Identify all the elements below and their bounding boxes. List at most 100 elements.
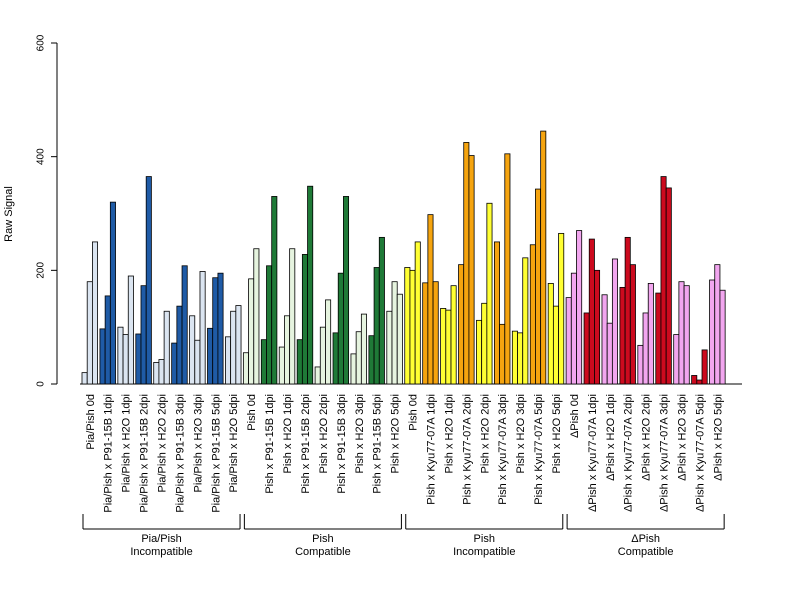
bar (207, 327, 214, 385)
bar (314, 366, 321, 385)
x-tick-label: Pish x H2O 1dpi (282, 394, 294, 473)
bar (404, 267, 411, 385)
x-tick-label: Pish x Kyu77-07A 3dpi (497, 394, 509, 505)
bar (683, 285, 690, 385)
group-label-line1: Pish (474, 533, 495, 545)
bar (655, 292, 662, 385)
group-label-line2: Compatible (618, 546, 674, 558)
bar (176, 305, 183, 385)
bar (181, 265, 188, 385)
x-tick-label: ΔPish x Kyu77-07A 5dpi (694, 394, 706, 512)
bar (350, 353, 357, 385)
bar (529, 244, 536, 385)
bar (117, 326, 124, 385)
bar (325, 299, 332, 385)
group-label-line1: ΔPish (631, 533, 660, 545)
x-tick-label: ΔPish 0d (569, 394, 581, 438)
bar (373, 267, 380, 385)
group-label-line2: Incompatible (453, 546, 515, 558)
x-tick-label: Pish 0d (408, 394, 420, 431)
x-tick-label: Pish 0d (246, 394, 258, 431)
bar (278, 346, 285, 385)
x-tick-label: Pish x P91-15B 5dpi (372, 394, 384, 494)
bar (468, 155, 475, 385)
bar (289, 248, 296, 385)
bar (583, 312, 590, 385)
bar (122, 334, 129, 385)
bar (355, 331, 362, 385)
bar (522, 257, 529, 385)
bar (422, 282, 429, 385)
x-tick-label: ΔPish x H2O 5dpi (712, 394, 724, 481)
bar (576, 230, 583, 385)
x-tick-label: ΔPish x H2O 2dpi (641, 394, 653, 481)
bar (409, 269, 416, 385)
bar (714, 264, 721, 385)
bar (368, 335, 375, 385)
bar (378, 236, 385, 385)
bar (104, 295, 111, 385)
x-tick-label: ΔPish x H2O 3dpi (676, 394, 688, 481)
x-tick-label: ΔPish x H2O 1dpi (605, 394, 617, 481)
bar (493, 241, 500, 385)
bar (440, 308, 447, 385)
bar (696, 379, 703, 385)
bar (235, 305, 242, 385)
bar (301, 254, 308, 385)
bar (81, 372, 88, 385)
bar (511, 330, 518, 385)
bar (284, 315, 291, 385)
bar (140, 285, 147, 385)
x-tick-label: Pish x Kyu77-07A 2dpi (461, 394, 473, 505)
bar (458, 264, 465, 385)
y-tick-label: 400 (36, 148, 47, 165)
bar (565, 297, 572, 385)
bar (499, 323, 506, 385)
bar (99, 328, 106, 385)
bar (594, 269, 601, 385)
bar (163, 310, 170, 385)
bar (153, 362, 160, 385)
x-tick-label: Pish x H2O 2dpi (318, 394, 330, 473)
bar (504, 153, 511, 385)
bar (647, 283, 654, 385)
bar (673, 334, 680, 385)
y-tick-label: 600 (36, 34, 47, 51)
bar (629, 264, 636, 385)
bar (391, 281, 398, 385)
bar (194, 339, 201, 385)
bar (450, 285, 457, 385)
bar (396, 293, 403, 385)
bar (242, 352, 249, 385)
bar (476, 319, 483, 385)
bar (432, 281, 439, 385)
bar (230, 310, 237, 385)
group-label-line1: Pia/Pish (141, 533, 181, 545)
bar (601, 294, 608, 385)
bar (109, 201, 116, 385)
x-tick-label: Pish x P91-15B 1dpi (264, 394, 276, 494)
bar (343, 196, 350, 385)
bar (588, 238, 595, 385)
bar (552, 305, 559, 385)
bar (271, 196, 278, 385)
bars (81, 130, 726, 385)
x-tick-label: Pish x Kyu77-07A 1dpi (425, 394, 437, 505)
x-tick-label: ΔPish x Kyu77-07A 1dpi (587, 394, 599, 512)
bar (92, 241, 99, 385)
bar (427, 214, 434, 385)
bar (517, 332, 524, 385)
bar (414, 241, 421, 385)
bar (481, 302, 488, 385)
bar (171, 342, 178, 385)
bar (360, 313, 367, 385)
y-tick-label: 200 (36, 262, 47, 279)
x-tick-label: Pish x P91-15B 3dpi (336, 394, 348, 494)
bar (266, 265, 273, 385)
x-tick-label: ΔPish x Kyu77-07A 3dpi (659, 394, 671, 512)
bar (611, 258, 618, 385)
x-tick-label: Pish x H2O 2dpi (479, 394, 491, 473)
bar (212, 277, 219, 385)
x-tick-label: Pish x Kyu77-07A 5dpi (533, 394, 545, 505)
group-label-line2: Compatible (295, 546, 351, 558)
